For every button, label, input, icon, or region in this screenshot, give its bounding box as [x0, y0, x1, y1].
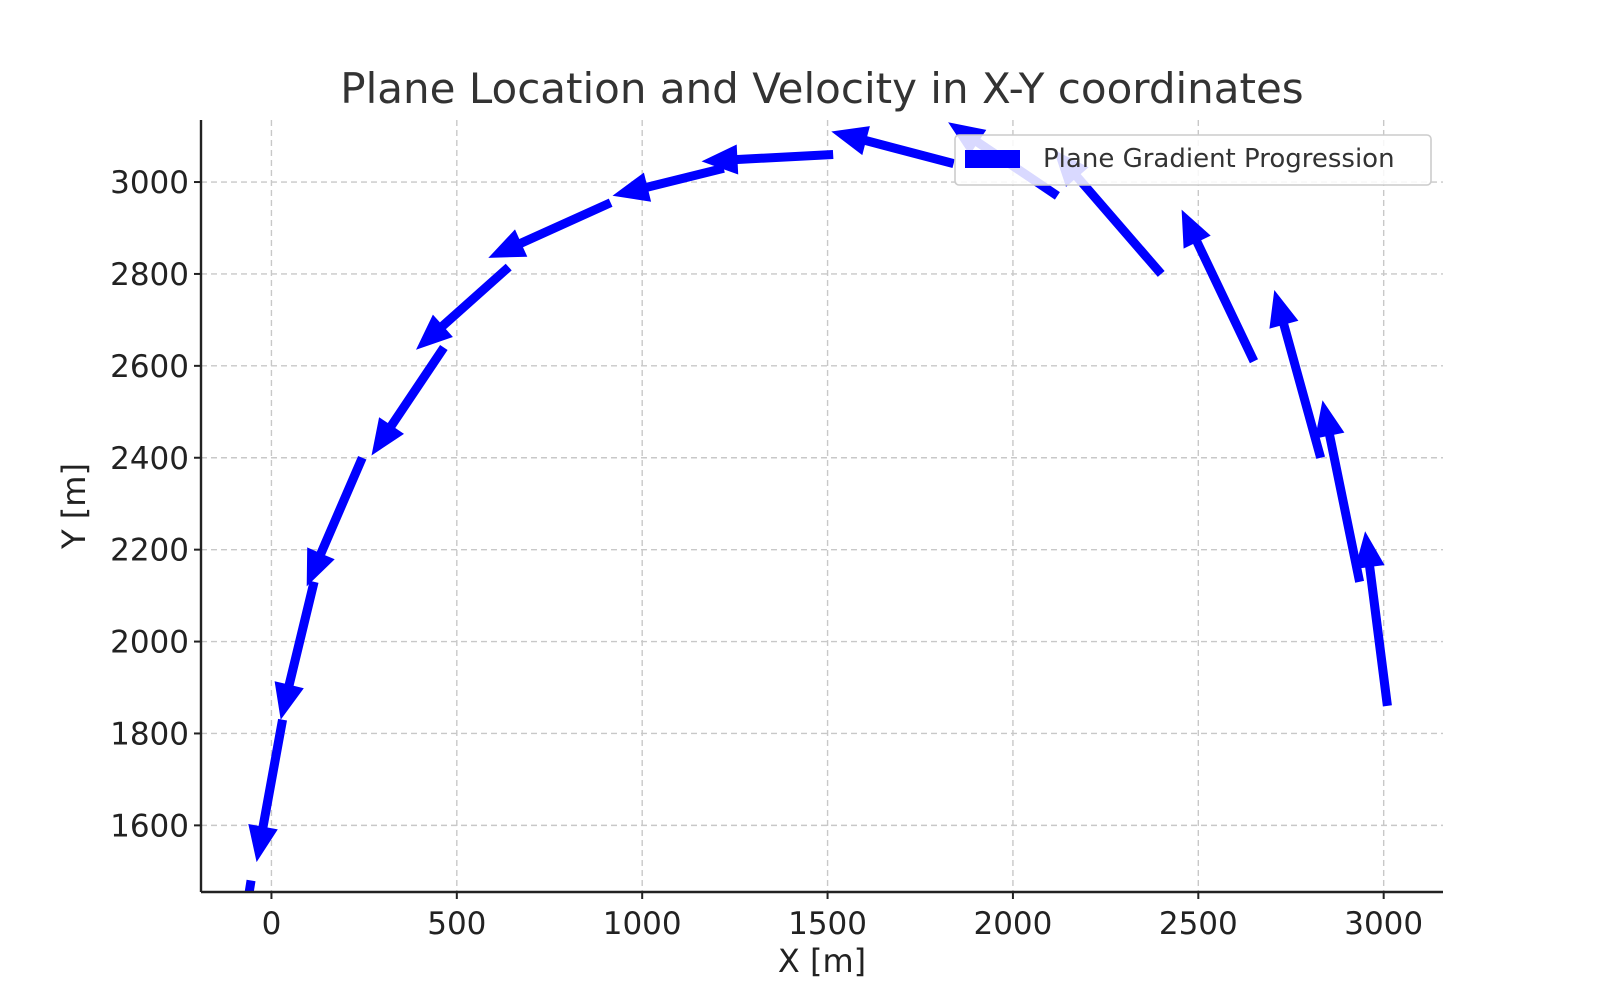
x-tick-label: 1000 [603, 906, 682, 942]
y-tick-label: 2200 [110, 533, 189, 569]
velocity-arrow [1269, 290, 1325, 459]
velocity-arrow [371, 345, 448, 456]
velocity-arrow [612, 163, 725, 202]
tick-labels: 0 500 1000 1500 2000 2500 3000 1600 1800 2000 2200… [110, 165, 1423, 942]
velocity-arrow [306, 456, 367, 587]
legend-swatch [965, 150, 1020, 168]
y-axis-label: Y [m] [55, 463, 93, 550]
x-tick-label: 1500 [788, 906, 867, 942]
grid [201, 120, 1443, 892]
velocity-arrow [244, 879, 256, 892]
velocity-arrow [1315, 400, 1364, 583]
velocity-arrow [416, 263, 512, 350]
x-tick-label: 3000 [1344, 906, 1423, 942]
y-tick-label: 2000 [110, 625, 189, 661]
arrow-series [244, 122, 1392, 892]
velocity-arrow [1354, 531, 1392, 707]
velocity-arrow [488, 198, 613, 258]
x-axis-label: X [m] [778, 942, 866, 980]
chart-title: Plane Location and Velocity in X-Y coord… [340, 64, 1303, 113]
velocity-arrow [831, 126, 955, 168]
velocity-arrow [701, 144, 834, 175]
y-tick-label: 3000 [110, 165, 189, 201]
velocity-arrow [1181, 209, 1258, 364]
legend-entry-label: Plane Gradient Progression [1043, 144, 1395, 174]
velocity-arrow [274, 580, 319, 720]
legend-box [954, 134, 1432, 186]
y-tick-label: 2800 [110, 257, 189, 293]
y-tick-label: 2400 [110, 441, 189, 477]
y-tick-label: 2600 [110, 349, 189, 385]
legend: Plane Gradient Progression [954, 134, 1432, 186]
x-tick-label: 2000 [973, 906, 1052, 942]
y-tick-label: 1800 [110, 716, 189, 752]
y-tick-label: 1600 [110, 808, 189, 844]
x-tick-label: 2500 [1159, 906, 1238, 942]
x-tick-label: 0 [262, 906, 282, 942]
x-tick-label: 500 [427, 906, 486, 942]
velocity-arrow [248, 718, 287, 863]
axes [194, 120, 1443, 899]
